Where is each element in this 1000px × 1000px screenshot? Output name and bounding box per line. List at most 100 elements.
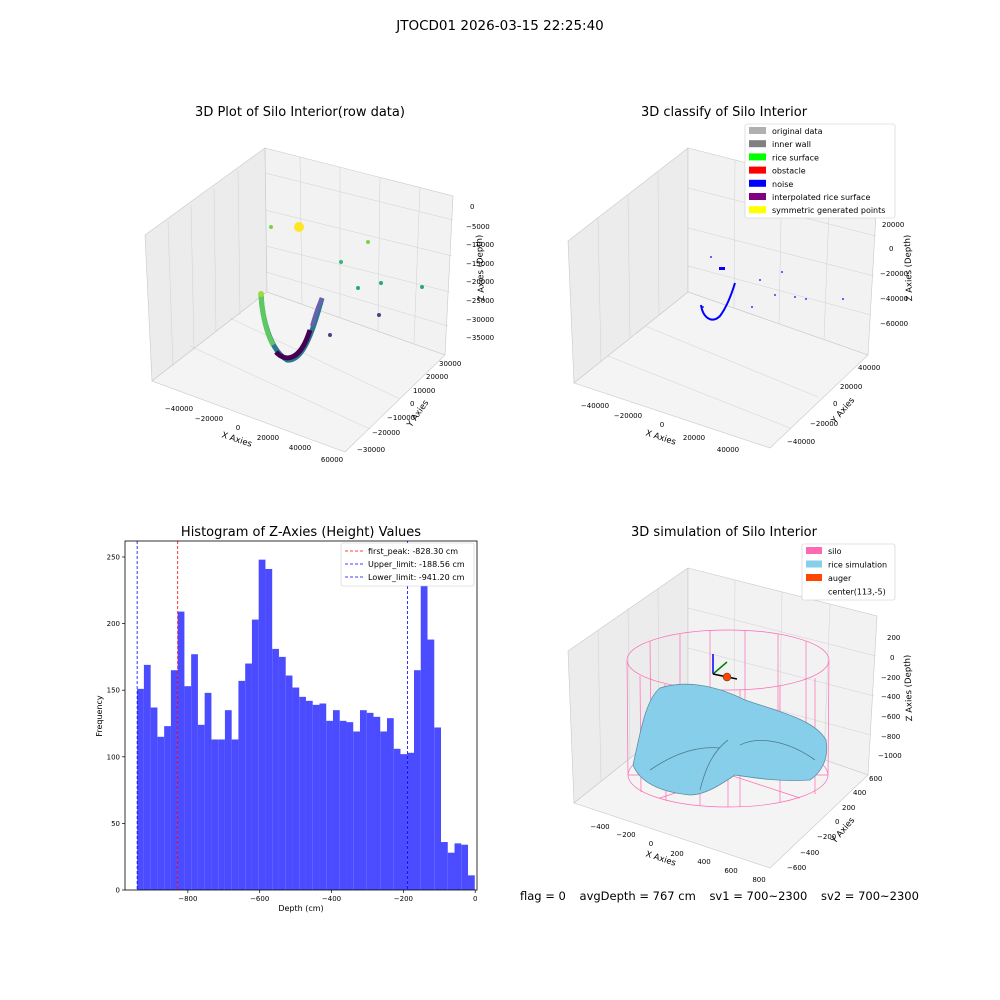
histogram-legend-label: Lower_limit: -941.20 cm xyxy=(368,573,465,582)
svg-text:0: 0 xyxy=(890,654,894,662)
simulation-legend-swatch xyxy=(806,547,822,554)
histogram-bar xyxy=(238,680,246,890)
histogram-legend: first_peak: -828.30 cm Upper_limit: -188.… xyxy=(340,542,475,587)
classify-plot-z-ticks: 20000 0 −20000 −40000 −60000 xyxy=(880,221,908,328)
svg-text:20000: 20000 xyxy=(840,383,862,391)
histogram-bar xyxy=(346,722,354,890)
histogram-bar xyxy=(420,564,428,890)
svg-text:20000: 20000 xyxy=(882,221,904,229)
svg-text:−10000: −10000 xyxy=(466,241,494,249)
svg-text:−20000: −20000 xyxy=(195,415,223,423)
histogram-y-tick-label: 50 xyxy=(111,820,120,828)
classify-legend-label: symmetric generated points xyxy=(772,206,885,215)
svg-text:10000: 10000 xyxy=(413,387,435,395)
histogram-y-label: Frequency xyxy=(95,695,104,737)
histogram-bar xyxy=(339,720,347,890)
simulation-plot-legend: silo rice simulation auger center(113,-5) xyxy=(801,543,896,601)
histogram-bar xyxy=(272,648,279,890)
rice-simulation-surface xyxy=(632,683,828,796)
histogram-x-tick-label: 0 xyxy=(473,895,477,903)
histogram-bar xyxy=(447,852,455,890)
svg-text:−40000: −40000 xyxy=(165,405,193,413)
svg-text:−30000: −30000 xyxy=(357,446,385,454)
histogram-bar xyxy=(204,692,212,890)
svg-text:−400: −400 xyxy=(800,849,819,857)
histogram-bar xyxy=(137,688,144,890)
histogram-legend-label: first_peak: -828.30 cm xyxy=(368,547,458,556)
histogram-x-label: Depth (cm) xyxy=(278,904,323,913)
classify-legend-swatch xyxy=(749,179,766,187)
classify-legend-swatch xyxy=(749,153,766,161)
simulation-legend-label: rice simulation xyxy=(828,561,887,570)
histogram-bars xyxy=(137,559,475,890)
histogram-x-ticks: −800 −600 −400 −200 0 xyxy=(178,890,477,903)
histogram-bar xyxy=(461,844,469,890)
histogram-bar xyxy=(251,619,259,890)
svg-text:−200: −200 xyxy=(616,831,635,839)
histogram-x-tick-label: −400 xyxy=(322,895,341,903)
histogram-bar xyxy=(150,707,158,890)
svg-text:0: 0 xyxy=(649,840,653,848)
auger-marker xyxy=(712,654,738,682)
histogram-bar xyxy=(170,670,178,890)
simulation-legend-label: center(113,-5) xyxy=(828,588,886,597)
svg-text:−1000: −1000 xyxy=(878,752,902,760)
histogram-bar xyxy=(224,710,232,890)
histogram-bar xyxy=(285,675,293,890)
histogram-bar xyxy=(292,687,300,890)
svg-text:40000: 40000 xyxy=(858,364,880,372)
histogram-bar xyxy=(468,875,475,890)
histogram-bar xyxy=(434,727,442,890)
histogram-x-tick-label: −600 xyxy=(250,895,269,903)
svg-text:−20000: −20000 xyxy=(810,420,838,428)
histogram-bar xyxy=(197,724,205,890)
histogram-bar xyxy=(359,710,367,890)
histogram-x-tick-label: −200 xyxy=(394,895,413,903)
sv1-readout: sv1 = 700~2300 xyxy=(709,889,808,903)
histogram-bar xyxy=(305,700,313,890)
svg-text:−200: −200 xyxy=(881,674,900,682)
simulation-legend-swatch xyxy=(806,574,822,581)
histogram-bar xyxy=(218,739,225,890)
histogram-x-tick-label: −800 xyxy=(178,895,197,903)
classify-legend-swatch xyxy=(749,140,766,148)
svg-text:−40000: −40000 xyxy=(581,402,609,410)
svg-text:−40000: −40000 xyxy=(880,295,908,303)
histogram-frame xyxy=(124,540,478,891)
suptitle: JTOCD01 2026-03-15 22:25:40 xyxy=(396,18,604,34)
histogram-bar xyxy=(299,696,306,890)
histogram-bar xyxy=(413,670,421,890)
histogram-bar xyxy=(143,664,151,890)
svg-text:−800: −800 xyxy=(881,733,900,741)
svg-text:−600: −600 xyxy=(787,864,806,872)
histogram-bar xyxy=(184,686,192,890)
classify-plot-legend: original data inner wall rice surface obsta… xyxy=(744,123,896,219)
svg-text:0: 0 xyxy=(835,818,839,826)
svg-text:−200: −200 xyxy=(817,833,836,841)
sv2-readout: sv2 = 700~2300 xyxy=(821,889,919,903)
svg-text:600: 600 xyxy=(869,775,882,783)
raw-plot-points xyxy=(258,222,424,363)
classify-legend-label: interpolated rice surface xyxy=(772,193,870,202)
histogram-bar xyxy=(373,716,381,890)
classify-legend-label: noise xyxy=(772,180,793,189)
svg-text:0: 0 xyxy=(470,203,474,211)
svg-text:400: 400 xyxy=(853,789,866,797)
classify-plot-title: 3D classify of Silo Interior xyxy=(641,105,808,120)
histogram-bar xyxy=(332,710,340,890)
svg-text:−20000: −20000 xyxy=(466,278,494,286)
svg-text:−35000: −35000 xyxy=(466,334,494,342)
classify-legend-swatch xyxy=(749,166,766,174)
histogram-bar xyxy=(427,639,435,890)
raw-plot-z-label: Z Axies (Depth) xyxy=(475,235,487,302)
classify-plot-z-label: Z Axies (Depth) xyxy=(903,235,915,302)
histogram-bar xyxy=(211,739,219,890)
footer-status: flag = 0 avgDepth = 767 cm sv1 = 700~230… xyxy=(520,889,929,903)
histogram-bar xyxy=(326,720,333,890)
histogram-y-tick-label: 150 xyxy=(107,687,120,695)
svg-text:600: 600 xyxy=(724,867,737,875)
simulation-plot-z-label: Z Axies (Depth) xyxy=(903,655,915,722)
